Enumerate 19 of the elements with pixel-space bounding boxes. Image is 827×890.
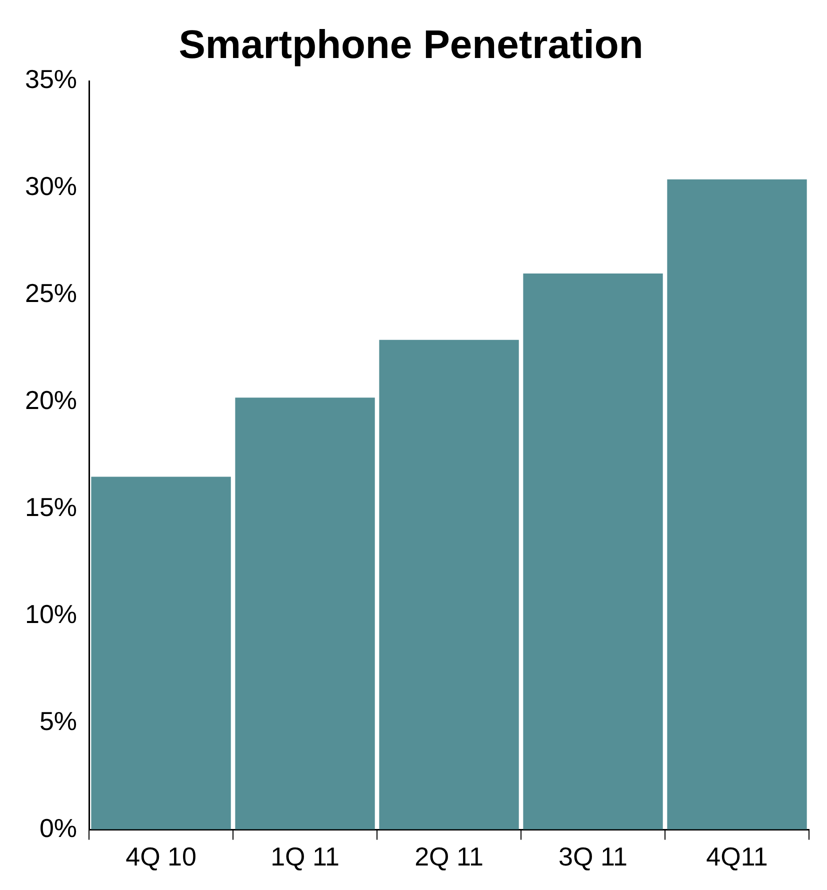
chart-title: Smartphone Penetration: [178, 23, 644, 68]
bar: [235, 398, 375, 830]
y-tick-label: 0%: [39, 812, 78, 843]
x-tick-label: 2Q 11: [414, 842, 484, 872]
x-tick-label: 3Q 11: [558, 842, 628, 872]
x-tick-label: 4Q11: [706, 842, 768, 872]
y-tick-label: 10%: [24, 599, 78, 630]
y-tick-label: 5%: [39, 706, 78, 736]
bar: [379, 340, 519, 830]
y-tick-label: 30%: [24, 171, 78, 202]
bar: [91, 476, 231, 830]
bar: [667, 179, 807, 830]
x-tick-label: 4Q 10: [126, 842, 196, 872]
y-tick-label: 15%: [24, 492, 78, 522]
x-tick-label: 1Q 11: [270, 842, 340, 872]
y-tick-label: 35%: [24, 64, 78, 94]
bar: [523, 274, 663, 830]
y-tick-label: 20%: [24, 385, 78, 416]
y-tick-label: 25%: [24, 278, 78, 308]
